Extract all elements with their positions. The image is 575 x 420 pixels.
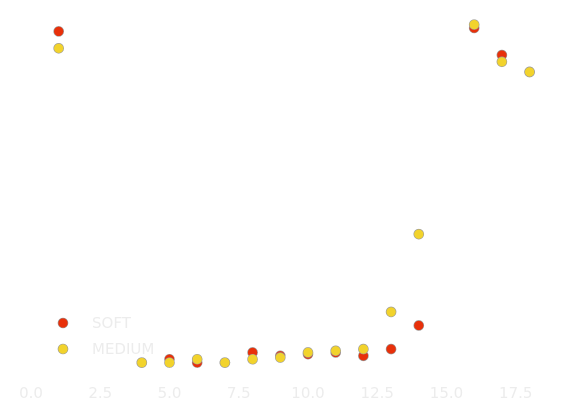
legend-label-medium: MEDIUM xyxy=(92,340,154,358)
data-point-medium xyxy=(136,357,148,368)
data-points xyxy=(53,19,535,368)
data-point-soft xyxy=(53,26,65,37)
x-tick-label: 7.5 xyxy=(227,384,251,402)
data-point-medium xyxy=(274,352,286,363)
legend-marker-soft xyxy=(57,317,69,329)
data-point-medium xyxy=(358,343,369,355)
data-point-medium xyxy=(330,345,342,357)
data-point-medium xyxy=(413,228,425,240)
data-point-medium xyxy=(302,347,314,358)
data-point-medium xyxy=(219,357,231,368)
data-point-medium xyxy=(53,42,65,54)
data-point-medium xyxy=(468,19,480,30)
data-point-medium xyxy=(191,353,203,365)
x-tick-label: 0.0 xyxy=(19,384,43,402)
data-point-medium xyxy=(164,357,175,368)
data-point-medium xyxy=(496,56,508,68)
x-tick-label: 12.5 xyxy=(361,384,394,402)
legend: SOFT MEDIUM xyxy=(57,314,154,358)
x-tick-label: 5.0 xyxy=(158,384,182,402)
x-tick-label: 10.0 xyxy=(291,384,324,402)
data-point-soft xyxy=(385,343,397,355)
data-point-medium xyxy=(385,306,397,318)
x-tick-label: 15.0 xyxy=(430,384,463,402)
x-axis-ticks: 0.0 2.5 5.0 7.5 10.0 12.5 15.0 17.5 xyxy=(19,384,532,402)
data-point-soft xyxy=(413,320,425,331)
x-tick-label: 2.5 xyxy=(88,384,112,402)
legend-marker-medium xyxy=(57,343,69,355)
legend-label-soft: SOFT xyxy=(92,314,132,332)
x-tick-label: 17.5 xyxy=(499,384,532,402)
data-point-medium xyxy=(247,353,258,365)
data-point-medium xyxy=(524,66,535,78)
